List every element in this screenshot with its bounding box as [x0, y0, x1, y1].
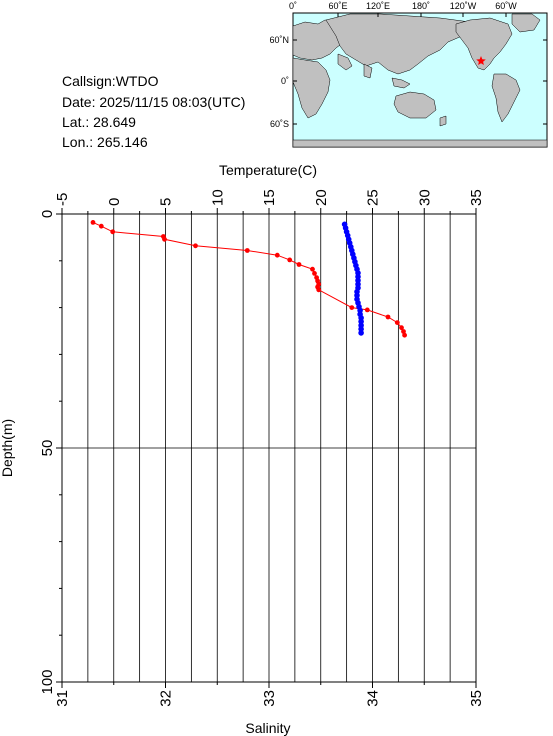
temperature-data-point: [244, 248, 250, 253]
salinity-tick-label: 33: [261, 690, 278, 707]
depth-axis-label: Depth(m): [0, 419, 15, 477]
asia-land: [325, 13, 473, 75]
world-map: 0˚ 60˚E 120˚E 180˚ 120˚W 60˚W 60˚N 0˚ 60˚S: [269, 1, 548, 148]
callsign-text: Callsign:WTDO: [62, 73, 159, 89]
temperature-data-point: [98, 223, 104, 229]
date-text: Date: 2025/11/15 08:03(UTC): [62, 94, 245, 110]
temperature-data-point: [349, 305, 355, 310]
map-lon-tick-label: 120˚W: [450, 1, 477, 11]
map-lon-tick-label: 120˚E: [366, 1, 390, 11]
temperature-tick-label: 5: [158, 198, 175, 206]
salinity-data-point: [358, 330, 364, 336]
depth-tick-label: 100: [39, 669, 56, 694]
australia-land: [393, 91, 437, 119]
temperature-data-point: [394, 320, 400, 325]
temperature-data-point: [385, 314, 391, 320]
depth-tick-label: 0: [39, 210, 56, 218]
temperature-data-point: [296, 262, 302, 267]
axis-ticks: -5 0 5 10 15 20 25 30 35 31 32 33 34 35 0 50 100: [39, 189, 485, 706]
depth-tick-label: 50: [39, 440, 56, 457]
temperature-data-point: [402, 332, 407, 338]
new-zealand-land: [439, 115, 447, 127]
africa-land: [292, 57, 331, 119]
map-lon-tick-label: 60˚W: [495, 1, 517, 11]
grid-lines: [62, 214, 476, 682]
temperature-data-point: [193, 243, 198, 249]
temperature-tick-label: 35: [468, 189, 485, 206]
temperature-tick-label: 30: [416, 189, 433, 206]
temperature-tick-label: 20: [313, 189, 330, 206]
latitude-text: Lat.: 28.649: [62, 114, 136, 130]
map-lon-tick-label: 180˚: [412, 1, 430, 11]
salinity-axis-label: Salinity: [245, 720, 290, 736]
map-lat-tick-label: 60˚N: [269, 35, 289, 45]
map-lon-tick-label: 60˚E: [328, 1, 347, 11]
temperature-data-point: [399, 325, 404, 331]
temperature-data-point: [110, 229, 116, 235]
map-lat-tick-label: 0˚: [281, 76, 289, 86]
temperature-tick-label: 10: [209, 189, 226, 206]
map-ticks: 0˚ 60˚E 120˚E 180˚ 120˚W 60˚W 60˚N 0˚ 60˚S: [269, 1, 547, 129]
temperature-tick-label: 0: [106, 198, 123, 206]
salinity-tick-label: 31: [54, 690, 71, 707]
temperature-data-point: [310, 266, 315, 272]
salinity-tick-label: 35: [468, 690, 485, 707]
arabia-land: [337, 53, 353, 71]
plot-frame: [61, 213, 477, 683]
india-land: [363, 63, 373, 79]
station-marker-star-icon: [476, 56, 486, 65]
greenland-land: [511, 13, 541, 33]
indonesia-land: [391, 77, 411, 89]
map-lat-tick-label: 60˚S: [270, 119, 289, 129]
temperature-data-point: [274, 252, 280, 258]
longitude-text: Lon.: 265.146: [62, 134, 148, 150]
map-lon-tick-label: 0˚: [289, 1, 297, 11]
profile-chart: -5 0 5 10 15 20 25 30 35 31 32 33 34 35 0 50 100 Tempera…: [0, 162, 485, 736]
temperature-data-point: [312, 271, 317, 276]
south-america-land: [491, 73, 521, 123]
temperature-data-point: [364, 307, 370, 313]
temperature-data-point: [90, 220, 96, 225]
series-layer: [90, 220, 407, 338]
antarctica-land: [292, 139, 548, 148]
temperature-tick-label: 25: [365, 189, 382, 206]
salinity-tick-label: 32: [158, 690, 175, 707]
temperature-data-point: [401, 329, 406, 334]
north-america-land: [455, 17, 513, 71]
map-land: [292, 13, 548, 148]
temperature-data-point: [316, 287, 322, 293]
salinity-tick-label: 34: [365, 690, 382, 707]
temperature-tick-label: 15: [261, 189, 278, 206]
temperature-tick-label: -5: [54, 193, 71, 206]
temperature-axis-label: Temperature(C): [219, 162, 317, 178]
temperature-data-point: [162, 236, 167, 242]
temperature-data-point: [287, 257, 293, 263]
